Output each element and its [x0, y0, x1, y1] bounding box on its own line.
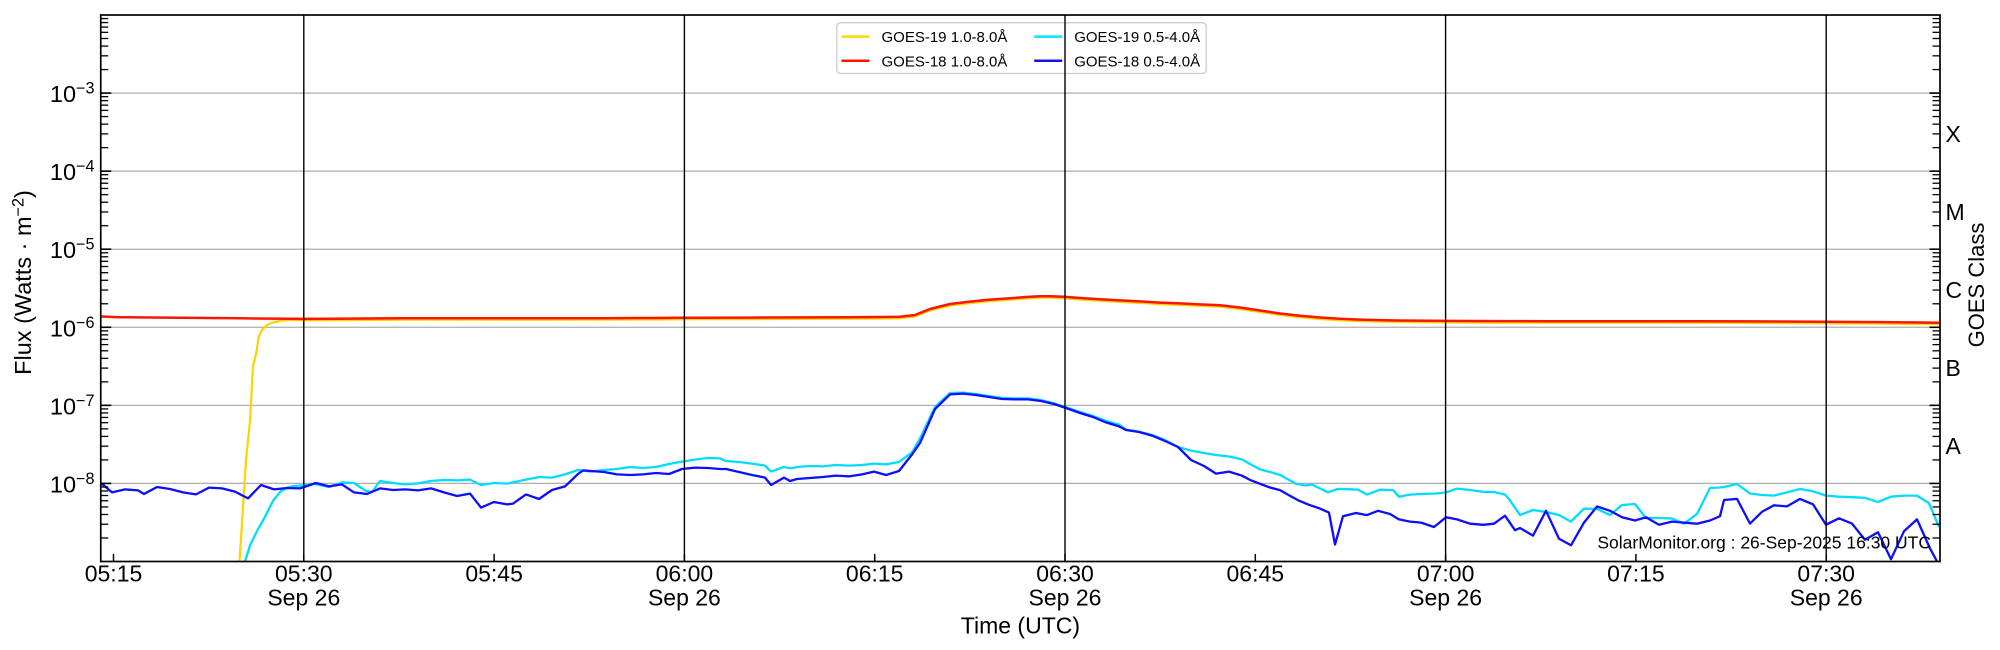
svg-text:Sep 26: Sep 26 — [1029, 585, 1102, 611]
svg-text:07:30: 07:30 — [1797, 561, 1855, 587]
svg-text:GOES-19 1.0-8.0Å: GOES-19 1.0-8.0Å — [882, 29, 1008, 46]
svg-text:GOES-18 1.0-8.0Å: GOES-18 1.0-8.0Å — [882, 53, 1008, 70]
svg-text:Sep 26: Sep 26 — [1409, 585, 1482, 611]
svg-text:07:15: 07:15 — [1607, 561, 1665, 587]
svg-text:10−5: 10−5 — [50, 236, 95, 264]
svg-text:05:30: 05:30 — [275, 561, 333, 587]
svg-text:GOES-18 0.5-4.0Å: GOES-18 0.5-4.0Å — [1074, 53, 1200, 70]
svg-text:SolarMonitor.org : 26-Sep-2025: SolarMonitor.org : 26-Sep-2025 16:30 UTC — [1597, 533, 1931, 553]
svg-text:06:15: 06:15 — [846, 561, 904, 587]
svg-text:M: M — [1946, 199, 1965, 225]
svg-text:10−8: 10−8 — [50, 470, 95, 498]
svg-text:Time (UTC): Time (UTC) — [961, 613, 1080, 639]
svg-text:Sep 26: Sep 26 — [1790, 585, 1863, 611]
svg-text:Sep 26: Sep 26 — [267, 585, 340, 611]
svg-text:Flux (Watts · m−2): Flux (Watts · m−2) — [10, 190, 37, 375]
svg-text:Sep 26: Sep 26 — [648, 585, 721, 611]
svg-text:B: B — [1946, 355, 1961, 381]
svg-text:C: C — [1946, 277, 1963, 303]
svg-text:06:30: 06:30 — [1036, 561, 1094, 587]
svg-text:10−3: 10−3 — [50, 80, 95, 108]
svg-text:07:00: 07:00 — [1417, 561, 1475, 587]
svg-text:GOES-19 0.5-4.0Å: GOES-19 0.5-4.0Å — [1074, 29, 1200, 46]
svg-text:A: A — [1946, 433, 1962, 459]
svg-text:06:00: 06:00 — [656, 561, 714, 587]
svg-text:06:45: 06:45 — [1227, 561, 1285, 587]
svg-text:10−7: 10−7 — [50, 392, 95, 420]
svg-text:GOES Class: GOES Class — [1964, 223, 1989, 348]
svg-text:X: X — [1946, 121, 1961, 147]
svg-text:05:15: 05:15 — [85, 561, 143, 587]
svg-text:05:45: 05:45 — [465, 561, 523, 587]
